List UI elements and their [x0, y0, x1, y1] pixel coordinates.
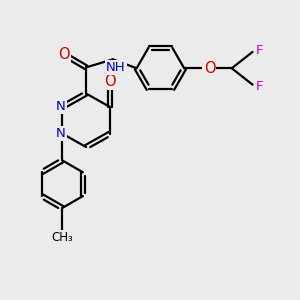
Text: N: N — [56, 100, 66, 113]
Text: F: F — [256, 80, 264, 93]
Text: O: O — [104, 74, 116, 89]
Text: NH: NH — [106, 61, 126, 74]
Text: O: O — [58, 47, 70, 62]
Text: CH₃: CH₃ — [51, 231, 73, 244]
Text: O: O — [204, 61, 215, 76]
Text: F: F — [256, 44, 264, 57]
Text: N: N — [56, 127, 66, 140]
